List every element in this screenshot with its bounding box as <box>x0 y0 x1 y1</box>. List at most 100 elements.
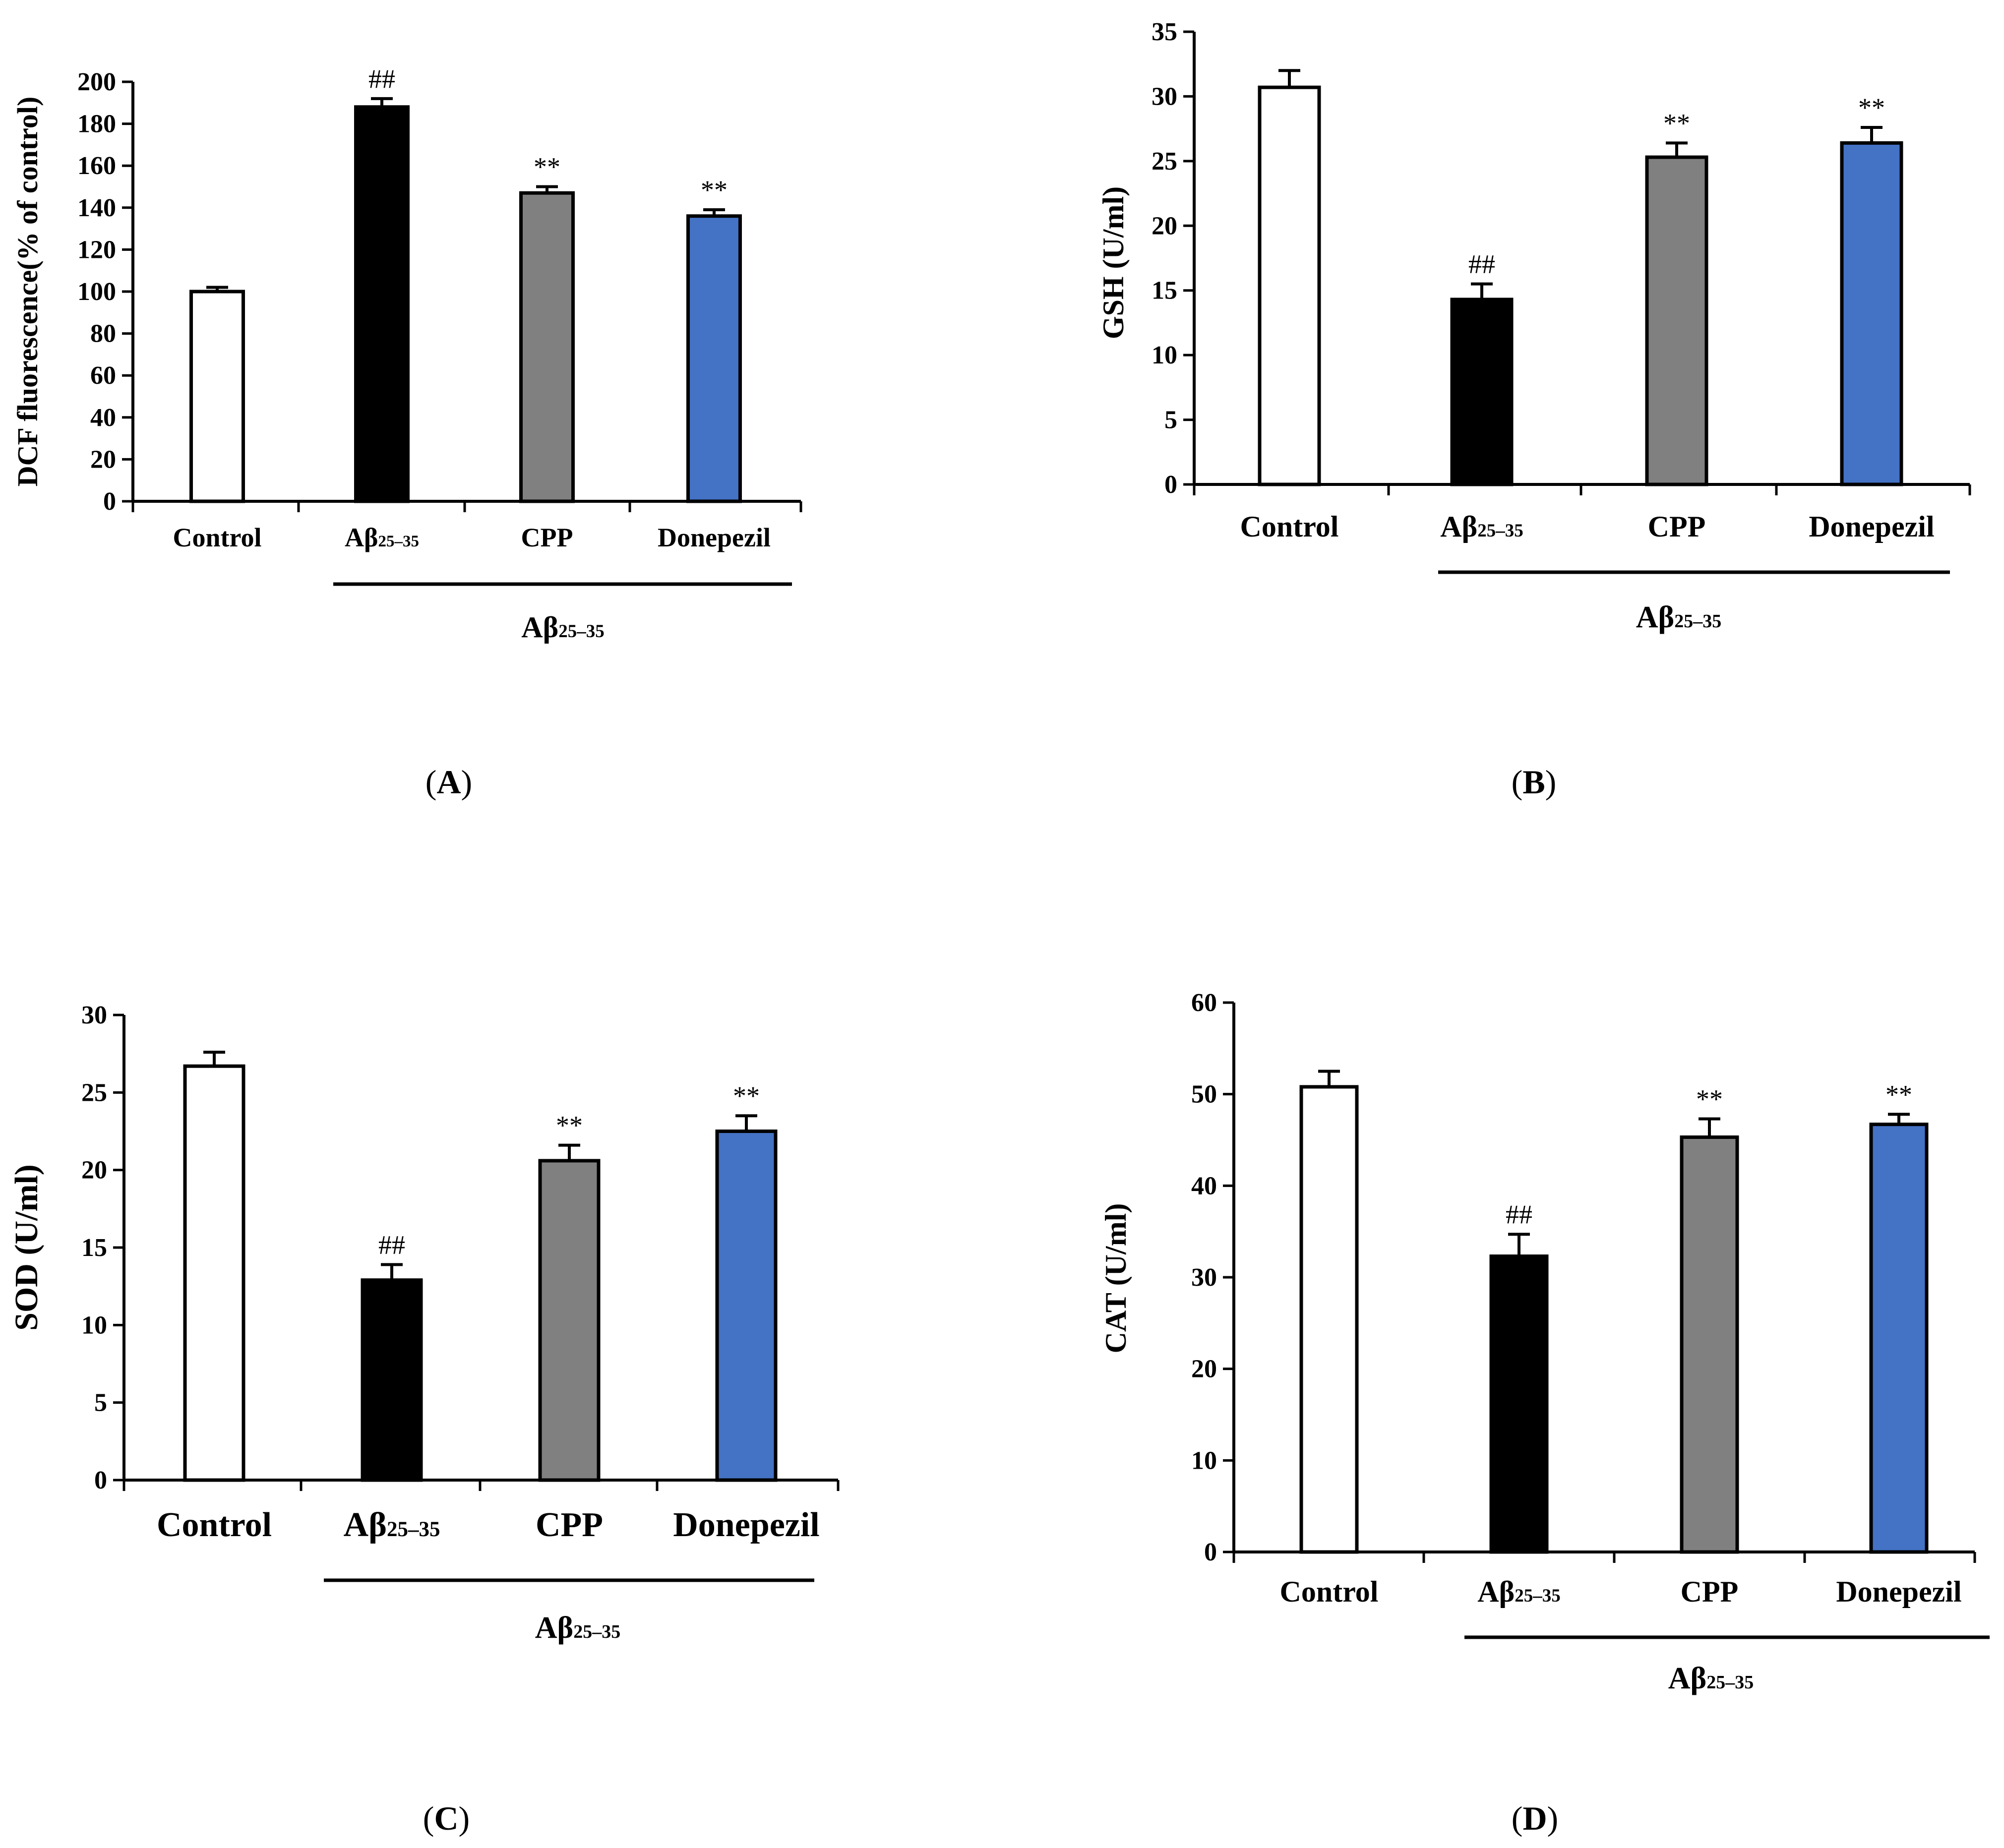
y-tick-label: 40 <box>90 404 116 432</box>
y-tick-label: 10 <box>1191 1446 1217 1475</box>
category-label: Control <box>1280 1575 1379 1608</box>
y-tick-label: 120 <box>77 236 116 264</box>
y-axis-title: SOD (U/ml) <box>8 1164 45 1330</box>
y-tick-label: 140 <box>77 194 116 222</box>
panel-label-close: ) <box>1547 1799 1559 1837</box>
panel-label: (A) <box>425 763 472 801</box>
bar-1 <box>183 1064 245 1482</box>
y-tick-label: 100 <box>77 278 116 306</box>
y-tick-label: 30 <box>1191 1263 1217 1292</box>
label-main: Aβ <box>1636 600 1674 634</box>
y-tick-label: 20 <box>1152 212 1177 240</box>
y-tick-label: 30 <box>81 1001 107 1029</box>
significance-marker: ## <box>378 1230 405 1259</box>
bar-4 <box>686 214 742 503</box>
significance-marker: ** <box>1858 93 1885 122</box>
category-label: CPP <box>536 1506 603 1544</box>
label-subscript: 25–35 <box>1706 1672 1754 1693</box>
y-tick-label: 40 <box>1191 1172 1217 1200</box>
bar-4 <box>715 1130 778 1482</box>
bar-1 <box>1258 85 1321 486</box>
label-main: Aβ <box>345 523 378 552</box>
panel-label-close: ) <box>461 763 473 801</box>
panel-label-letter: D <box>1522 1799 1547 1837</box>
bar-2 <box>1489 1254 1549 1554</box>
panel-label-close: ) <box>459 1799 470 1837</box>
category-label: Aβ25–35 <box>1477 1575 1560 1608</box>
y-tick-label: 20 <box>81 1156 107 1185</box>
label-subscript: 25–35 <box>573 1621 620 1642</box>
y-tick-label: 10 <box>1152 341 1177 369</box>
chart-panel-d: 0102030405060Control##Aβ25–35**CPP**Done… <box>1099 989 1990 1837</box>
bar-4 <box>1869 1123 1929 1554</box>
y-tick-label: 25 <box>81 1078 107 1107</box>
panel-label: (D) <box>1512 1799 1558 1837</box>
significance-marker: ## <box>1468 249 1495 279</box>
label-main: Aβ <box>1668 1662 1706 1695</box>
y-tick-label: 0 <box>94 1466 107 1494</box>
bar-1 <box>1299 1085 1359 1554</box>
bar-1 <box>189 290 245 503</box>
label-subscript: 25–35 <box>1674 611 1721 632</box>
group-label: Aβ25–35 <box>1668 1662 1754 1695</box>
label-main: Aβ <box>535 1611 573 1645</box>
y-tick-label: 200 <box>77 68 116 96</box>
panel-label-letter: A <box>436 763 461 801</box>
significance-marker: ** <box>534 152 560 182</box>
category-label: Aβ25–35 <box>344 1506 440 1544</box>
significance-marker: ** <box>701 175 728 205</box>
chart-panel-c: 051015202530Control##Aβ25–35**CPP**Donep… <box>8 1001 840 1837</box>
category-label: CPP <box>1648 510 1706 543</box>
y-tick-label: 20 <box>90 445 116 474</box>
y-tick-label: 20 <box>1191 1355 1217 1383</box>
y-tick-label: 30 <box>1152 82 1177 111</box>
group-label: Aβ25–35 <box>521 611 604 644</box>
y-tick-label: 5 <box>1164 406 1177 434</box>
category-label: Control <box>173 523 261 552</box>
panel-label-open: ( <box>1512 763 1523 801</box>
label-main: Aβ <box>1440 510 1477 543</box>
bar-2 <box>361 1278 423 1482</box>
y-tick-label: 0 <box>103 487 116 516</box>
bar-3 <box>1645 155 1708 486</box>
panel-label-open: ( <box>1512 1799 1523 1837</box>
category-label: Donepezil <box>1836 1575 1961 1608</box>
significance-marker: ** <box>1663 108 1690 138</box>
label-subscript: 25–35 <box>1515 1586 1561 1606</box>
y-tick-label: 15 <box>81 1234 107 1262</box>
significance-marker: ** <box>1696 1084 1723 1114</box>
category-label: Donepezil <box>1809 510 1934 543</box>
group-label: Aβ25–35 <box>535 1611 620 1645</box>
group-label: Aβ25–35 <box>1636 600 1721 634</box>
category-label: Donepezil <box>658 523 771 552</box>
y-tick-label: 10 <box>81 1311 107 1339</box>
chart-panel-b: 05101520253035Control##Aβ25–35**CPP**Don… <box>1097 18 1971 801</box>
significance-marker: ## <box>1506 1199 1532 1229</box>
significance-marker: ** <box>733 1081 760 1111</box>
y-tick-label: 25 <box>1152 147 1177 176</box>
y-tick-label: 180 <box>77 110 116 138</box>
label-subscript: 25–35 <box>1477 521 1523 541</box>
y-axis-title: DCF fluorescence(% of control) <box>11 97 44 487</box>
panel-label-letter: B <box>1522 763 1545 801</box>
label-subscript: 25–35 <box>558 621 605 642</box>
category-label: Control <box>157 1506 272 1544</box>
bar-3 <box>538 1159 601 1482</box>
category-label: Control <box>1240 510 1339 543</box>
y-axis-title: CAT (U/ml) <box>1099 1203 1132 1354</box>
category-label: Donepezil <box>673 1506 820 1544</box>
significance-marker: ** <box>1885 1079 1912 1109</box>
bar-3 <box>1680 1135 1739 1554</box>
panel-label-close: ) <box>1545 763 1557 801</box>
category-label: CPP <box>1681 1575 1739 1608</box>
label-subscript: 25–35 <box>378 533 419 550</box>
panel-label: (C) <box>423 1799 470 1837</box>
bar-2 <box>1450 298 1514 486</box>
bar-3 <box>519 191 575 503</box>
chart-panel-a: 020406080100120140160180200Control##Aβ25… <box>11 64 802 801</box>
panel-label-open: ( <box>425 763 437 801</box>
y-tick-label: 80 <box>90 320 116 348</box>
panel-label: (B) <box>1512 763 1557 801</box>
category-label: Aβ25–35 <box>345 523 419 552</box>
y-tick-label: 50 <box>1191 1080 1217 1109</box>
